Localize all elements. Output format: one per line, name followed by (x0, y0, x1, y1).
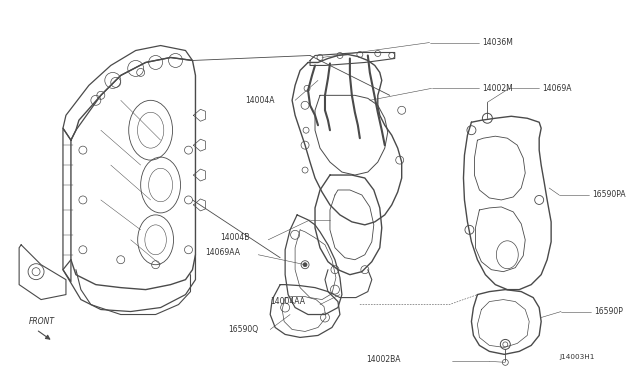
Text: 16590P: 16590P (594, 307, 623, 316)
Text: 14004B: 14004B (220, 233, 250, 242)
Text: 14002BA: 14002BA (366, 355, 401, 364)
Text: 16590PA: 16590PA (592, 190, 626, 199)
Text: 14036M: 14036M (483, 38, 513, 47)
Text: 14004A: 14004A (245, 96, 275, 105)
Text: 16590Q: 16590Q (228, 325, 259, 334)
Text: J14003H1: J14003H1 (559, 355, 595, 360)
Text: 14069A: 14069A (542, 84, 572, 93)
Text: FRONT: FRONT (29, 317, 55, 327)
Circle shape (303, 263, 307, 267)
Text: 14002M: 14002M (483, 84, 513, 93)
Text: 14069AA: 14069AA (205, 248, 241, 257)
Text: 14004AA: 14004AA (270, 297, 305, 306)
